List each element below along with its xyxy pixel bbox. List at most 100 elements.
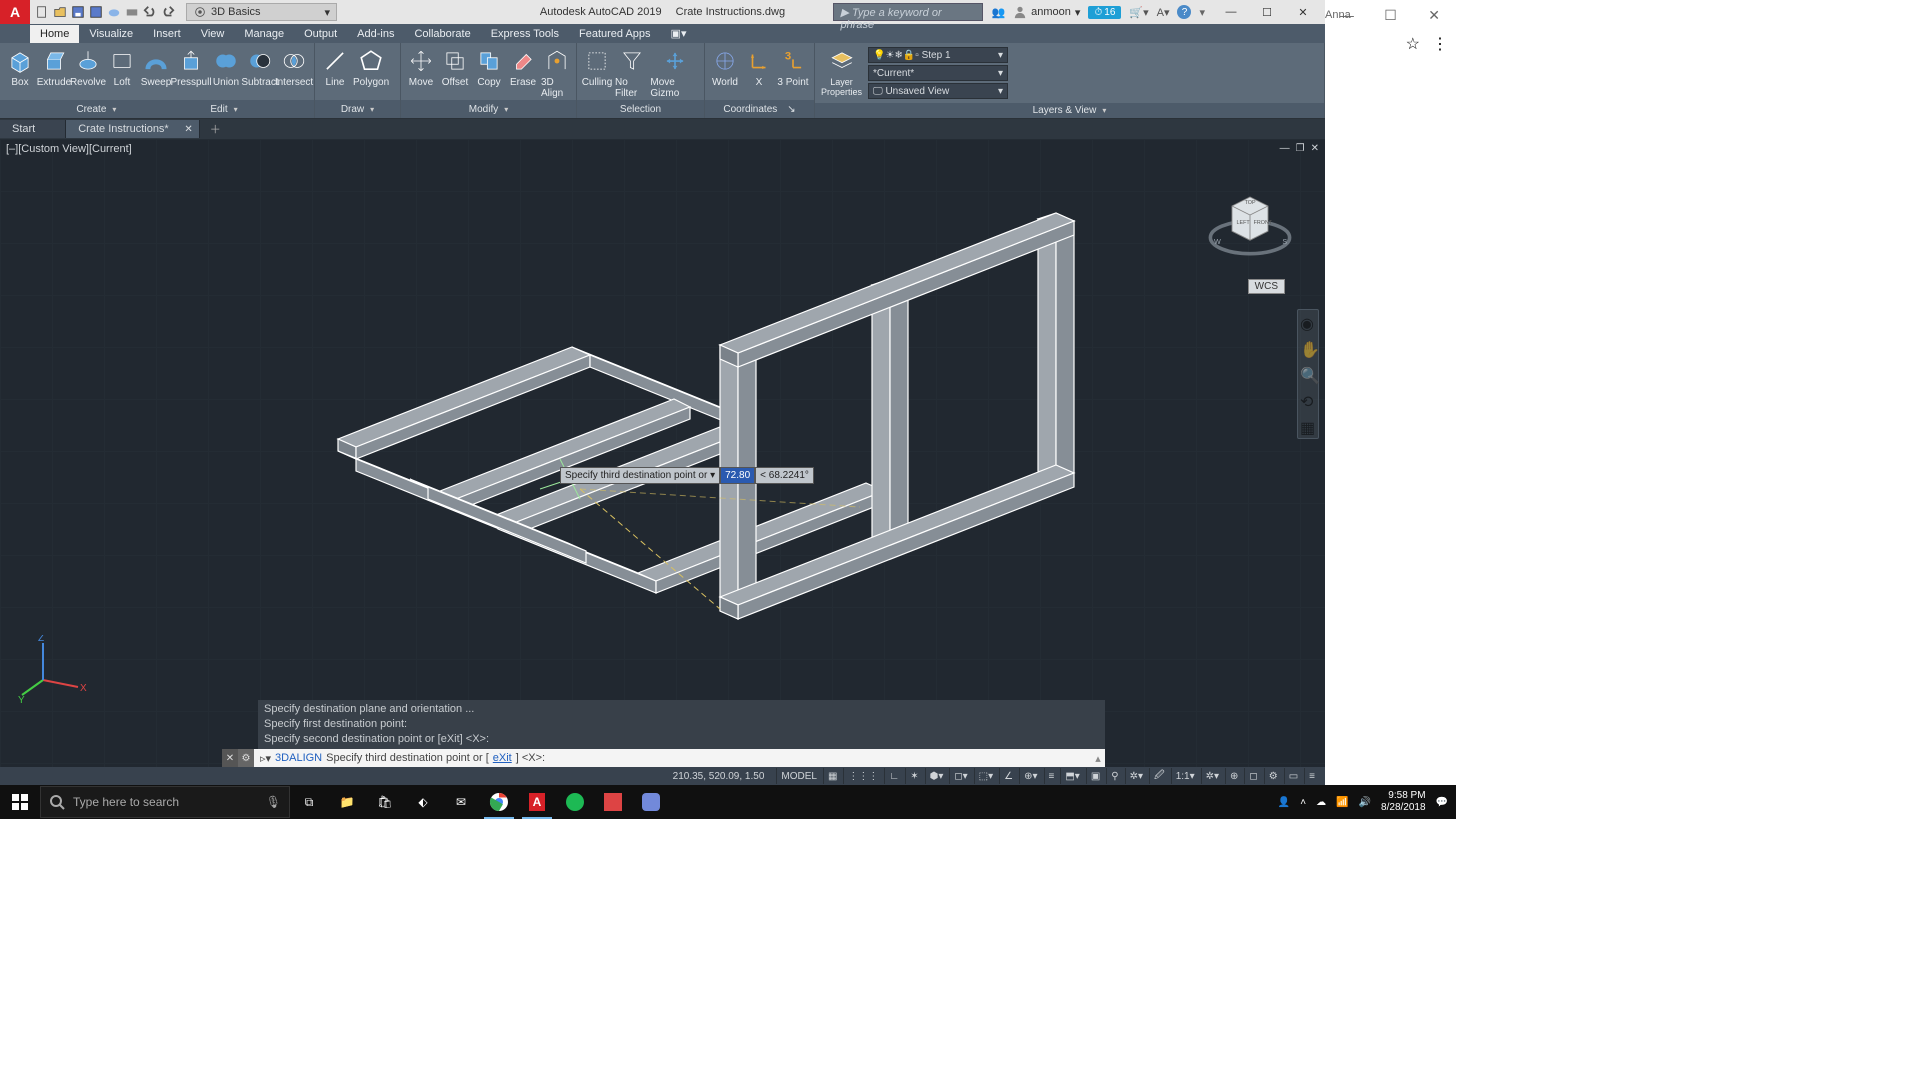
tab-featuredapps[interactable]: Featured Apps <box>569 25 661 43</box>
tab-expresstools[interactable]: Express Tools <box>481 25 569 43</box>
viewcube[interactable]: LEFT FRONT TOP W S <box>1205 179 1295 269</box>
workspace-selector[interactable]: 3D Basics ▾ <box>186 3 337 21</box>
status-am-icon[interactable]: 🖉 <box>1149 768 1169 784</box>
status-ws-icon[interactable]: ✲▾ <box>1125 768 1147 784</box>
status-custom-icon[interactable]: ≡ <box>1304 768 1319 784</box>
help-icon[interactable]: ? <box>1177 5 1191 19</box>
tool-move[interactable]: Move <box>405 47 437 88</box>
star-icon[interactable]: ☆ <box>1406 34 1420 54</box>
tool-polygon[interactable]: Polygon <box>353 47 389 88</box>
layer-current-dropdown[interactable]: *Current*▾ <box>868 65 1008 81</box>
window-maximize[interactable]: ☐ <box>1249 0 1285 24</box>
tool-line[interactable]: Line <box>319 47 351 88</box>
status-dyn-icon[interactable]: ⊕▾ <box>1019 768 1041 784</box>
taskview-icon[interactable]: ⧉ <box>290 785 328 819</box>
filetab-start[interactable]: Start <box>0 120 66 138</box>
tool-3point[interactable]: 33 Point <box>777 47 809 88</box>
vp-close-icon[interactable]: ✕ <box>1311 143 1319 154</box>
window-close[interactable]: ✕ <box>1285 0 1321 24</box>
browser-close[interactable]: ✕ <box>1412 0 1456 30</box>
status-grid-icon[interactable]: ▦ <box>823 768 841 784</box>
status-ui-icon[interactable]: ◻ <box>1244 768 1261 784</box>
window-minimize[interactable]: — <box>1213 0 1249 24</box>
app-mail-icon[interactable]: ✉ <box>442 785 480 819</box>
signin-icon[interactable]: 👥 <box>991 6 1005 19</box>
status-plus-icon[interactable]: ⊕ <box>1225 768 1242 784</box>
command-line[interactable]: ✕ ⚙ ▹▾ 3DALIGN Specify third destination… <box>222 749 1105 767</box>
tab-addins[interactable]: Add-ins <box>347 25 404 43</box>
status-ortho-icon[interactable]: ∟ <box>884 768 903 784</box>
app-explorer-icon[interactable]: 📁 <box>328 785 366 819</box>
tab-home[interactable]: Home <box>30 25 79 43</box>
tool-ucs-x[interactable]: X <box>743 47 775 88</box>
tool-erase[interactable]: Erase <box>507 47 539 88</box>
tray-volume-icon[interactable]: 🔊 <box>1359 797 1371 808</box>
tab-overflow-icon[interactable]: ▣▾ <box>665 24 693 43</box>
tool-world[interactable]: World <box>709 47 741 88</box>
tool-culling[interactable]: Culling <box>581 47 613 88</box>
notification-badge[interactable]: ⏱ 16 <box>1088 6 1121 19</box>
status-iso-icon[interactable]: ⬢▾ <box>925 768 948 784</box>
tool-copy[interactable]: Copy <box>473 47 505 88</box>
tool-sweep[interactable]: Sweep <box>140 47 172 88</box>
tray-people-icon[interactable]: 👤 <box>1278 797 1290 808</box>
close-icon[interactable]: ✕ <box>184 124 192 135</box>
cart-icon[interactable]: 🛒▾ <box>1129 6 1148 19</box>
view-dropdown[interactable]: 🖵 Unsaved View▾ <box>868 83 1008 99</box>
nav-pan-icon[interactable]: ✋ <box>1300 340 1316 356</box>
tool-loft[interactable]: Loft <box>106 47 138 88</box>
status-hw-icon[interactable]: ⚙ <box>1264 768 1282 784</box>
status-tpy-icon[interactable]: ⬒▾ <box>1060 768 1083 784</box>
status-lwt-icon[interactable]: ≡ <box>1044 768 1059 784</box>
cmdline-config-icon[interactable]: ⚙ <box>238 749 254 767</box>
status-scale[interactable]: 1:1▾ <box>1171 768 1199 784</box>
ucs-icon[interactable]: X Y Z <box>18 635 88 705</box>
start-button[interactable] <box>0 785 40 819</box>
filetab-current[interactable]: Crate Instructions*✕ <box>66 120 199 138</box>
qat-new-icon[interactable] <box>34 4 50 20</box>
app-store-icon[interactable]: 🛍 <box>366 785 404 819</box>
taskbar-search[interactable]: Type here to search 🎙 <box>40 786 290 818</box>
app-red-icon[interactable] <box>594 785 632 819</box>
tool-subtract[interactable]: Subtract <box>244 47 276 88</box>
status-3dosnap-icon[interactable]: ⬚▾ <box>974 768 997 784</box>
app-logo[interactable]: A <box>0 0 30 24</box>
qat-plot-icon[interactable] <box>124 4 140 20</box>
cmdline-close-icon[interactable]: ✕ <box>222 749 238 767</box>
qat-redo-icon[interactable] <box>160 4 176 20</box>
wcs-badge[interactable]: WCS <box>1248 279 1285 294</box>
tab-output[interactable]: Output <box>294 25 347 43</box>
taskbar-clock[interactable]: 9:58 PM 8/28/2018 <box>1381 790 1426 814</box>
user-menu[interactable]: anmoon ▾ <box>1013 5 1080 19</box>
status-qp-icon[interactable]: ▣ <box>1086 768 1104 784</box>
tool-nofilter[interactable]: No Filter <box>615 47 648 99</box>
app-discord-icon[interactable] <box>632 785 670 819</box>
status-gear-icon[interactable]: ✲▾ <box>1201 768 1223 784</box>
app-dropbox-icon[interactable]: ⬖ <box>404 785 442 819</box>
qat-saveas-icon[interactable] <box>88 4 104 20</box>
vp-maximize-icon[interactable]: ❐ <box>1296 143 1305 154</box>
tab-insert[interactable]: Insert <box>143 25 191 43</box>
tool-3dalign[interactable]: 3D Align <box>541 47 573 99</box>
tool-revolve[interactable]: Revolve <box>72 47 104 88</box>
tab-collaborate[interactable]: Collaborate <box>404 25 480 43</box>
tool-intersect[interactable]: Intersect <box>278 47 310 88</box>
status-sc-icon[interactable]: ⚲ <box>1106 768 1122 784</box>
nav-zoom-icon[interactable]: 🔍 <box>1300 366 1316 382</box>
app-store-icon[interactable]: A▾ <box>1157 6 1170 19</box>
browser-maximize[interactable]: ☐ <box>1369 0 1413 30</box>
tool-movegizmo[interactable]: Move Gizmo <box>650 47 700 99</box>
cmdline-expand-icon[interactable]: ▴ <box>1091 752 1105 765</box>
qat-save-icon[interactable] <box>70 4 86 20</box>
status-snap-icon[interactable]: ⋮⋮⋮ <box>843 768 882 784</box>
browser-menu-icon[interactable]: ⋮ <box>1432 34 1448 54</box>
vp-minimize-icon[interactable]: — <box>1280 143 1290 154</box>
tool-union[interactable]: Union <box>210 47 242 88</box>
qat-open-icon[interactable] <box>52 4 68 20</box>
tray-notifications-icon[interactable]: 💬 <box>1436 797 1448 808</box>
tool-offset[interactable]: Offset <box>439 47 471 88</box>
tool-presspull[interactable]: Presspull <box>174 47 208 88</box>
drawing-viewport[interactable]: [–][Custom View][Current] — ❐ ✕ LEFT FRO… <box>0 139 1325 785</box>
viewport-label[interactable]: [–][Custom View][Current] <box>6 143 132 155</box>
tab-view[interactable]: View <box>191 25 235 43</box>
